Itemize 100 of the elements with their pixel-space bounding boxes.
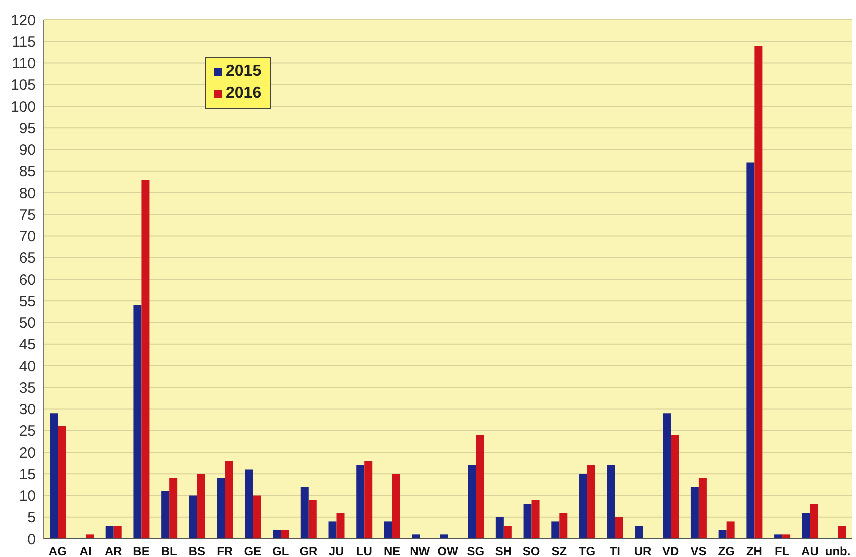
x-tick-label: GL xyxy=(272,544,290,557)
bar xyxy=(698,478,707,539)
bar xyxy=(635,526,644,539)
y-tick-label: 90 xyxy=(19,142,36,160)
bar xyxy=(588,465,596,539)
y-tick-label: 40 xyxy=(19,358,36,376)
bar xyxy=(607,465,616,539)
bar xyxy=(440,534,448,539)
y-tick-label: 35 xyxy=(19,380,36,397)
bar xyxy=(245,470,254,539)
bar xyxy=(364,461,373,539)
bar xyxy=(782,534,791,539)
y-tick-label: 50 xyxy=(19,315,36,332)
x-tick-label: VD xyxy=(662,544,680,557)
y-tick-label: 30 xyxy=(19,402,36,419)
x-tick-label: ZG xyxy=(718,544,735,557)
y-tick-label: 85 xyxy=(19,164,36,181)
x-tick-label: VS xyxy=(690,544,707,557)
y-tick-label: 70 xyxy=(19,228,36,246)
y-tick-label: 25 xyxy=(19,423,36,440)
y-tick-label: 0 xyxy=(28,531,36,548)
x-tick-label: AR xyxy=(104,544,123,557)
x-tick-label: BE xyxy=(133,544,150,557)
x-tick-label: BL xyxy=(161,544,178,557)
bar xyxy=(336,513,345,539)
bar xyxy=(552,522,560,539)
y-tick-label: 65 xyxy=(19,250,36,268)
bar xyxy=(476,435,484,539)
bar xyxy=(50,414,58,539)
x-tick-label: ZH xyxy=(746,544,762,557)
x-tick-label: SG xyxy=(467,544,485,557)
bar xyxy=(281,530,290,539)
bar xyxy=(802,513,810,539)
bar xyxy=(189,496,198,539)
bar xyxy=(560,513,568,539)
bar xyxy=(384,522,392,539)
bar xyxy=(774,534,783,539)
bar xyxy=(356,465,365,539)
bar xyxy=(671,435,680,539)
bar xyxy=(114,526,122,539)
bar xyxy=(86,534,94,539)
y-tick-label: 20 xyxy=(19,444,36,462)
y-tick-label: 110 xyxy=(12,56,36,73)
bar xyxy=(746,162,755,539)
x-tick-label: UR xyxy=(634,544,652,557)
bar xyxy=(810,504,818,539)
y-tick-label: 100 xyxy=(10,98,36,116)
bar xyxy=(170,478,178,539)
y-tick-label: 60 xyxy=(19,272,36,289)
x-tick-label: LU xyxy=(356,544,372,557)
bar xyxy=(718,530,727,539)
bar xyxy=(754,46,763,539)
x-tick-label: GE xyxy=(244,544,262,557)
x-tick-label: FR xyxy=(217,544,234,557)
x-tick-label: SH xyxy=(495,544,512,557)
x-tick-label: unb. xyxy=(825,544,851,557)
y-tick-label: 45 xyxy=(19,336,36,354)
bar xyxy=(532,500,540,539)
y-tick-label: 80 xyxy=(19,185,36,202)
bar xyxy=(273,530,282,539)
x-tick-label: AG xyxy=(48,544,67,557)
bar xyxy=(615,517,624,539)
bar xyxy=(504,526,512,539)
x-tick-label: JU xyxy=(328,544,344,557)
bar xyxy=(690,487,699,539)
x-tick-label: OW xyxy=(438,544,459,557)
x-tick-label: FL xyxy=(775,544,790,557)
y-tick-label: 15 xyxy=(19,466,36,484)
bar xyxy=(197,474,206,539)
bar xyxy=(162,491,170,539)
y-tick-label: 5 xyxy=(28,510,36,527)
bar xyxy=(300,487,309,539)
y-tick-label: 95 xyxy=(19,120,36,138)
bar xyxy=(412,534,420,539)
bar xyxy=(225,461,234,539)
bar xyxy=(142,180,150,539)
y-tick-label: 10 xyxy=(19,488,36,506)
bar xyxy=(392,474,400,539)
bar xyxy=(106,526,114,539)
y-tick-label: 115 xyxy=(12,34,36,51)
bar xyxy=(58,426,66,539)
bar xyxy=(838,526,846,539)
x-tick-label: AU xyxy=(802,544,819,557)
x-tick-label: TI xyxy=(610,544,621,557)
y-tick-label: 120 xyxy=(10,12,36,30)
bar xyxy=(580,474,588,539)
x-tick-label: SO xyxy=(522,544,540,557)
bar xyxy=(524,504,532,539)
bar xyxy=(134,305,142,539)
bar xyxy=(726,522,735,539)
bar xyxy=(217,478,226,539)
bar xyxy=(663,414,672,539)
x-tick-label: TG xyxy=(578,544,596,557)
x-tick-label: GR xyxy=(300,544,318,557)
bar xyxy=(496,517,504,539)
x-tick-label: NW xyxy=(410,544,431,557)
y-tick-label: 55 xyxy=(19,293,36,310)
y-tick-label: 75 xyxy=(19,206,36,224)
x-tick-label: BS xyxy=(188,544,206,557)
x-tick-label: SZ xyxy=(552,544,568,557)
